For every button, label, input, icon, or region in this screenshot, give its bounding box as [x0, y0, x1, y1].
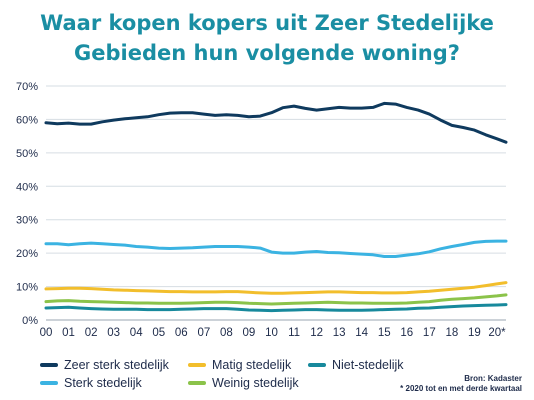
x-tick-label: 11	[288, 327, 300, 339]
x-tick-label: 13	[333, 327, 346, 339]
x-tick-label: 00	[40, 327, 53, 339]
x-tick-label: 12	[310, 327, 323, 339]
series-line-weinig-stedelijk	[44, 293, 508, 306]
legend-swatch-niet-stedelijk	[308, 363, 326, 367]
y-tick-label: 70%	[16, 81, 38, 93]
legend-item-matig-stedelijk: Matig stedelijk	[188, 358, 291, 372]
y-tick-label: 0%	[22, 315, 38, 327]
legend-item-weinig-stedelijk: Weinig stedelijk	[188, 376, 299, 390]
legend-swatch-matig-stedelijk	[188, 363, 206, 367]
x-tick-label: 16	[400, 327, 413, 339]
y-tick-label: 60%	[16, 114, 38, 126]
x-tick-label: 15	[378, 327, 391, 339]
x-tick-label: 02	[85, 327, 98, 339]
y-tick-label: 50%	[16, 148, 38, 160]
x-tick-label: 01	[62, 327, 75, 339]
x-tick-label: 04	[130, 327, 143, 339]
legend-label-matig-stedelijk: Matig stedelijk	[212, 358, 292, 372]
chart-title-line-2: Gebieden hun volgende woning?	[74, 41, 460, 65]
y-tick-label: 30%	[16, 215, 38, 227]
series-line-sterk-stedelijk	[44, 239, 508, 258]
x-tick-label: 18	[445, 327, 458, 339]
legend-item-niet-stedelijk: Niet-stedelijk	[308, 358, 404, 372]
series-line-niet-stedelijk	[44, 303, 508, 313]
legend-item-sterk-stedelijk: Sterk stedelijk	[40, 376, 142, 390]
source-note: Bron: Kadaster * 2020 tot en met derde k…	[400, 374, 522, 394]
y-tick-label: 40%	[16, 181, 38, 193]
series-line-zeer-sterk-stedelijk	[44, 101, 508, 144]
x-tick-label: 06	[175, 327, 188, 339]
x-tick-label: 09	[243, 327, 256, 339]
y-axis-ticks: 0% 10% 20% 30% 40% 50% 60% 70%	[16, 81, 38, 327]
legend-swatch-weinig-stedelijk	[188, 381, 206, 385]
x-tick-label: 17	[423, 327, 436, 339]
legend-item-zeer-sterk-stedelijk: Zeer sterk stedelijk	[40, 358, 169, 372]
x-tick-label: 20*	[488, 327, 506, 339]
legend-swatch-zeer-sterk-stedelijk	[40, 363, 58, 367]
x-tick-label: 05	[152, 327, 165, 339]
legend-label-weinig-stedelijk: Weinig stedelijk	[212, 376, 299, 390]
x-tick-label: 19	[468, 327, 481, 339]
legend: Zeer sterk stedelijk Matig stedelijk Nie…	[40, 358, 534, 398]
legend-label-sterk-stedelijk: Sterk stedelijk	[64, 376, 142, 390]
x-axis-ticks: 00 01 02 03 04 05 06 07 08 09 10 11 12 13 14 15 16 17 18 19…	[40, 327, 507, 339]
x-tick-label: 03	[107, 327, 120, 339]
legend-label-niet-stedelijk: Niet-stedelijk	[332, 358, 404, 372]
source-line: Bron: Kadaster	[464, 374, 522, 383]
x-tick-label: 08	[220, 327, 233, 339]
y-tick-label: 10%	[16, 282, 38, 294]
x-tick-label: 10	[265, 327, 278, 339]
series-lines	[44, 101, 508, 313]
y-tick-label: 20%	[16, 248, 38, 260]
x-tick-label: 07	[197, 327, 210, 339]
footnote-line: * 2020 tot en met derde kwartaal	[400, 384, 522, 393]
x-tick-label: 14	[355, 327, 368, 339]
legend-label-zeer-sterk-stedelijk: Zeer sterk stedelijk	[64, 358, 169, 372]
chart-title: Waar kopen kopers uit Zeer Stedelijke Ge…	[0, 8, 534, 68]
series-line-matig-stedelijk	[44, 281, 508, 295]
chart-title-line-1: Waar kopen kopers uit Zeer Stedelijke	[40, 11, 494, 35]
legend-swatch-sterk-stedelijk	[40, 381, 58, 385]
